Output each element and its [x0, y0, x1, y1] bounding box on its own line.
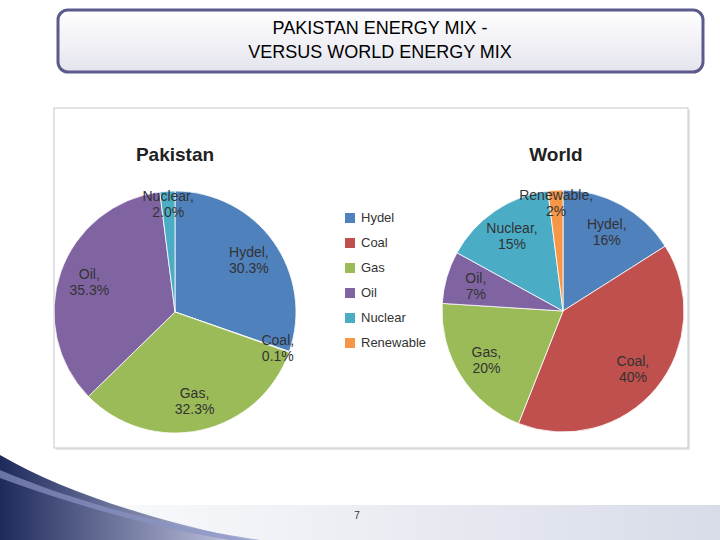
slices	[54, 191, 296, 433]
legend-label: Oil	[361, 285, 377, 300]
pie-slice	[54, 192, 175, 397]
title-box	[58, 10, 703, 72]
data-label: Hydel,30.3%	[229, 244, 269, 276]
legend-swatch	[345, 238, 355, 248]
slide: PAKISTAN ENERGY MIX - VERSUS WORLD ENERGY…	[0, 0, 720, 540]
footer-swoosh	[0, 455, 250, 540]
slices	[442, 190, 684, 432]
data-labels: Hydel,16% Coal,40% Gas,20% Oil,7%Nuclear,15…	[465, 187, 649, 386]
data-label: Nuclear,15%	[486, 220, 537, 252]
pie-chart: World Hydel,16% Coal,40% Gas,20% Oil,7%Nucle…	[442, 144, 684, 432]
legend-label: Renewable	[361, 335, 426, 350]
pie-chart: Pakistan Hydel,30.3% Coal,0.1% Gas,32.3% Oil…	[54, 144, 296, 433]
background	[0, 0, 720, 540]
slide-title: VERSUS WORLD ENERGY MIX	[248, 42, 512, 62]
legend-label: Gas	[361, 260, 385, 275]
data-label: Gas,20%	[472, 344, 502, 376]
legend-swatch	[345, 213, 355, 223]
data-labels: Hydel,30.3% Coal,0.1% Gas,32.3% Oil,35.3% Nu…	[69, 188, 294, 417]
data-label: Oil,35.3%	[69, 266, 109, 298]
legend: Hydel Coal Gas Oil Nuclear Renewable	[345, 210, 426, 350]
chart-frame	[54, 108, 688, 448]
legend-swatch	[345, 263, 355, 273]
legend-label: Coal	[361, 235, 388, 250]
data-label: Hydel,16%	[587, 216, 627, 248]
pie-slice	[442, 303, 563, 423]
data-label: Gas,32.3%	[175, 385, 215, 417]
footer-swoosh	[0, 470, 260, 540]
slide-title: PAKISTAN ENERGY MIX -	[272, 18, 487, 38]
chart-title: World	[529, 144, 582, 165]
legend-swatch	[345, 313, 355, 323]
legend-swatch	[345, 288, 355, 298]
data-label: Coal,0.1%	[261, 332, 294, 364]
legend-label: Nuclear	[361, 310, 406, 325]
legend-label: Hydel	[361, 210, 394, 225]
page-number: 7	[354, 510, 360, 521]
data-label: Coal,40%	[617, 353, 650, 385]
data-label: Oil,7%	[465, 270, 486, 302]
data-label: Renewable,2%	[519, 187, 593, 219]
legend-swatch	[345, 338, 355, 348]
chart-title: Pakistan	[136, 144, 214, 165]
data-label: Nuclear,2.0%	[142, 188, 193, 220]
